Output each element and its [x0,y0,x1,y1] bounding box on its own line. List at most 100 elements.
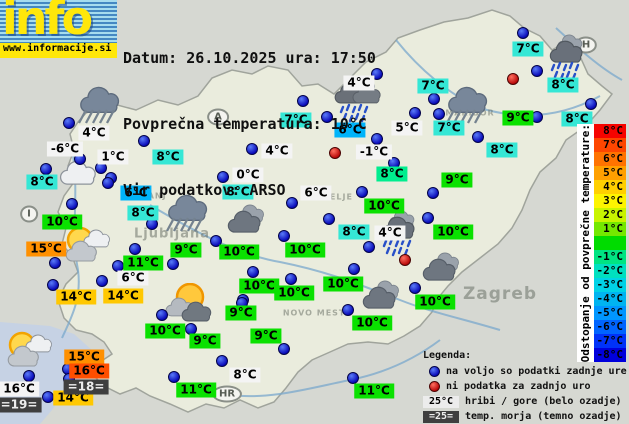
station-dot-blue [96,275,108,287]
station-temp-label: 10°C [219,244,259,260]
station-temp-label: 7°C [417,78,449,94]
station-dot-blue [278,343,290,355]
station-dot-red [399,254,411,266]
site-logo[interactable]: info www.informacije.si [0,0,117,58]
station-temp-label: 16°C [0,381,39,397]
station-temp-label: 0°C [232,167,264,183]
map-legend: Legenda: na voljo so podatki zadnje ure n… [423,349,627,423]
logo-text: info [2,0,93,43]
station-temp-label: 14°C [56,289,96,305]
legend-item-text: ni podatka za zadnjo uro [446,381,591,392]
legend-red-dot-icon [429,381,440,392]
temperature-deviation-scale: 8°C 7°C 6°C 5°C 4°C 3°C 2°C 1°C -1°C -2°C -3°C -4°C… [594,124,626,362]
scale-band: -8°C [594,348,626,362]
legend-title: Legenda: [423,350,472,361]
station-temp-label: 9°C [170,242,202,258]
station-temp-label: 8°C [376,166,408,182]
station-dot-blue [285,273,297,285]
station-dot-blue [433,108,445,120]
logo-stripes: info [0,0,117,43]
scale-band: -3°C [594,278,626,292]
station-dot-blue [409,107,421,119]
station-temp-label: 7°C [280,112,312,128]
station-dot-red [507,73,519,85]
header-source-line: Vir podatkov: ARSO [123,181,286,199]
station-dot-blue [102,177,114,189]
station-temp-label: 8°C [229,367,261,383]
station-dot-red [329,147,341,159]
station-temp-label: 10°C [145,323,185,339]
station-temp-label: 8°C [561,111,593,127]
legend-blue-dot-icon [429,366,440,377]
station-dot-blue [323,213,335,225]
station-temp-label: 10°C [364,198,404,214]
scale-band: 7°C [594,138,626,152]
city-label: NOVO MESTO [282,308,354,318]
station-temp-label: 8°C [127,205,159,221]
city-label: MARIBOR [445,108,495,118]
scale-title-strip: Odstopanje od povprečne temperature: [577,124,594,362]
station-dot-blue [347,372,359,384]
station-dot-blue [422,212,434,224]
river-mura [555,27,623,81]
station-dot-blue [409,282,421,294]
station-temp-label: 9°C [441,172,473,188]
station-temp-label: 8°C [152,149,184,165]
station-dot-blue [585,98,597,110]
station-dot-blue [246,143,258,155]
legend-item-text: hribi / gore (belo ozadje) [465,396,622,407]
station-dot-blue [247,266,259,278]
scale-band [594,236,626,250]
scale-band: 8°C [594,124,626,138]
country-code-marker: I [20,205,38,223]
station-temp-label: -6°C [46,141,84,157]
scale-band: -7°C [594,334,626,348]
sea-temp-label: =19= [0,397,42,413]
station-dot-blue [427,187,439,199]
scale-band: 6°C [594,152,626,166]
legend-row: ni podatka za zadnjo uro [423,380,627,393]
scale-band: 5°C [594,166,626,180]
station-dot-blue [356,186,368,198]
station-temp-label: 15°C [64,349,104,365]
station-dot-blue [167,258,179,270]
scale-band: -1°C [594,250,626,264]
legend-item-text: temp. morja (temno ozadje) [465,411,622,422]
station-dot-blue [210,235,222,247]
station-dot-blue [49,257,61,269]
station-dot-blue [66,198,78,210]
station-temp-label: 10°C [239,278,279,294]
station-temp-label: 9°C [250,328,282,344]
station-temp-label: 11°C [123,255,163,271]
city-label: Zagreb [462,284,538,304]
station-temp-label: 8°C [222,184,254,200]
station-temp-label: 7°C [433,120,465,136]
station-dot-blue [168,371,180,383]
station-temp-label: 10°C [433,224,473,240]
station-dot-blue [47,279,59,291]
station-temp-label: 9°C [189,333,221,349]
station-temp-label: 6°C [120,185,152,201]
station-dot-blue [23,370,35,382]
station-temp-label: 4°C [343,75,375,91]
station-temp-label: 11°C [176,382,216,398]
station-temp-label: 11°C [354,383,394,399]
station-dot-blue [472,131,484,143]
scale-band: 2°C [594,208,626,222]
station-temp-label: 4°C [78,125,110,141]
station-temp-label: 9°C [502,110,534,126]
station-temp-label: 8°C [486,142,518,158]
station-dot-blue [138,135,150,147]
logo-url[interactable]: www.informacije.si [0,43,117,58]
city-label: CELJE [323,192,353,202]
station-temp-label: 16°C [69,363,109,379]
station-dot-blue [531,65,543,77]
station-dot-blue [278,230,290,242]
station-dot-blue [42,391,54,403]
scale-title: Odstopanje od povprečne temperature: [579,123,592,363]
station-temp-label: 1°C [97,149,129,165]
station-temp-label: 10°C [352,315,392,331]
station-temp-label: 6°C [334,122,366,138]
station-temp-label: 14°C [103,288,143,304]
